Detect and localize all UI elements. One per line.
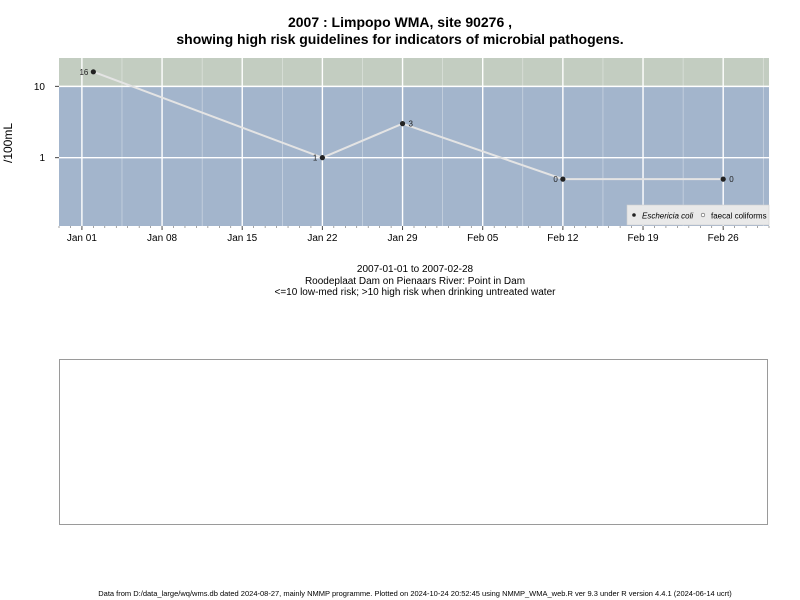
chart-subtitle: showing high risk guidelines for indicat…: [176, 31, 624, 47]
legend-entry-ecoli: Eschericia coli: [642, 212, 693, 221]
x-tick-label: Jan 08: [147, 233, 177, 244]
plot-panel: [59, 58, 769, 226]
x-tick-label: Feb 12: [547, 233, 579, 244]
data-label: 16: [79, 68, 88, 77]
x-tick-label: Jan 29: [388, 233, 418, 244]
footer-note: Data from D:/data_large/wq/wms.db dated …: [98, 589, 732, 598]
x-tick-label: Feb 05: [467, 233, 499, 244]
risk-note-text: <=10 low-med risk; >10 high risk when dr…: [274, 287, 556, 298]
grid-lines: [59, 58, 769, 226]
legend-marker-ecoli: [632, 213, 636, 217]
data-label: 3: [409, 120, 414, 129]
y-axis-label: /100mL: [1, 123, 15, 163]
data-label: 0: [729, 175, 734, 184]
chart-plot: 16 1 3 0 0 Jan 01 Jan 08 Jan 15 Jan 22 Jan 29 Feb…: [1, 58, 770, 244]
x-tick-label: Feb 26: [708, 233, 740, 244]
data-point: [560, 176, 566, 182]
data-label: 0: [553, 175, 558, 184]
empty-plot-panel: [59, 359, 768, 525]
axes: Jan 01 Jan 08 Jan 15 Jan 22 Jan 29 Feb 05 Feb …: [34, 82, 770, 244]
chart-title: 2007 : Limpopo WMA, site 90276 ,: [287, 14, 513, 30]
legend-marker-faecal: [700, 212, 706, 218]
legend: Eschericia coli faecal coliforms: [626, 204, 770, 226]
high-risk-band: [59, 58, 769, 87]
x-tick-label: Feb 19: [627, 233, 659, 244]
date-range-text: 2007-01-01 to 2007-02-28: [356, 264, 474, 275]
data-point: [90, 69, 96, 75]
data-point: [319, 155, 325, 161]
series-layer: 16 1 3 0 0: [79, 68, 734, 184]
y-tick-label: 1: [39, 153, 45, 164]
location-text: Roodeplaat Dam on Pienaars River: Point …: [304, 276, 526, 287]
legend-entry-faecal: faecal coliforms: [711, 212, 767, 221]
x-tick-label: Jan 01: [67, 233, 97, 244]
y-tick-label: 10: [34, 82, 46, 93]
data-label: 1: [313, 154, 318, 163]
x-tick-label: Jan 22: [307, 233, 337, 244]
legend-box: [626, 204, 770, 226]
x-tick-label: Jan 15: [227, 233, 257, 244]
data-point: [399, 121, 406, 127]
low-risk-band: [59, 86, 769, 226]
data-point: [720, 176, 726, 182]
